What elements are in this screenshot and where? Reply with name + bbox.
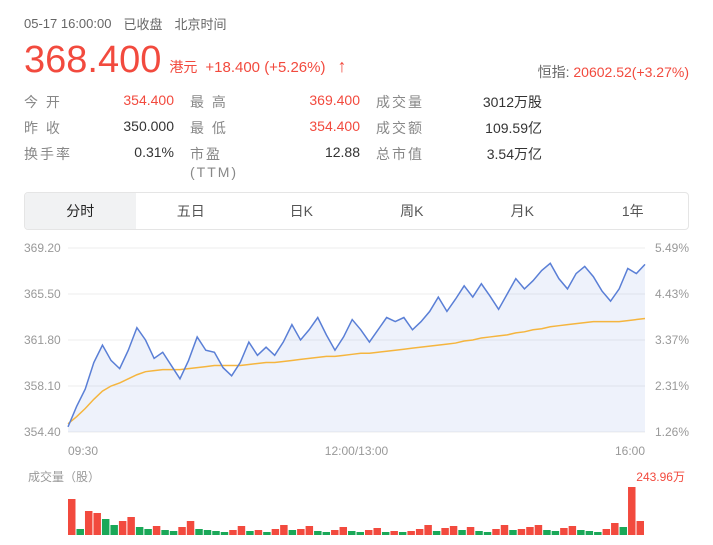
stats-grid: 今 开 354.400 最 高 369.400 成交量 3012万股昨 收 350.000 最… (24, 92, 689, 180)
stat-value: 369.400 (278, 92, 360, 112)
tab-1[interactable]: 五日 (136, 193, 247, 229)
stat-label: 换手率 (24, 144, 76, 180)
stat-label: 昨 收 (24, 118, 76, 138)
tab-5[interactable]: 1年 (578, 193, 689, 229)
datetime: 05-17 16:00:00 (24, 16, 111, 31)
tab-0[interactable]: 分时 (25, 193, 136, 229)
tab-3[interactable]: 周K (357, 193, 468, 229)
stat-value: 354.400 (278, 118, 360, 138)
tab-4[interactable]: 月K (467, 193, 578, 229)
volume-chart-svg (24, 487, 689, 535)
stat-value: 3012万股 (452, 92, 542, 112)
up-arrow-icon: ↑ (337, 56, 346, 77)
stat-value: 350.000 (92, 118, 174, 138)
stat-label: 成交量 (376, 92, 436, 112)
volume-label: 成交量（股） (28, 468, 100, 485)
stat-value: 0.31% (92, 144, 174, 180)
market-status-row: 05-17 16:00:00 已收盘 北京时间 (24, 14, 689, 33)
stat-value: 354.400 (92, 92, 174, 112)
index-label: 恒指: (538, 64, 570, 80)
stat-label: 最 高 (190, 92, 262, 112)
price-chart-svg (24, 240, 689, 440)
x-axis: 09:3012:00/13:0016:00 (24, 444, 689, 458)
tab-2[interactable]: 日K (246, 193, 357, 229)
stat-label: 成交额 (376, 118, 436, 138)
timeframe-tabs: 分时五日日K周K月K1年 (24, 192, 689, 230)
currency: 港元 (169, 57, 197, 77)
stat-label: 总市值 (376, 144, 436, 180)
last-price: 368.400 (24, 39, 161, 82)
timezone: 北京时间 (174, 14, 226, 33)
stat-label: 今 开 (24, 92, 76, 112)
stat-value: 109.59亿 (452, 118, 542, 138)
index-block: 恒指: 20602.52(+3.27%) (538, 62, 689, 82)
volume-max: 243.96万 (636, 468, 685, 485)
market-status: 已收盘 (123, 14, 162, 33)
stat-value: 3.54万亿 (452, 144, 542, 180)
stat-label: 市盈(TTM) (190, 144, 262, 180)
price-chart[interactable]: 369.20365.50361.80358.10354.40 5.49%4.43… (24, 240, 689, 440)
index-value: 20602.52(+3.27%) (573, 64, 689, 80)
stat-label: 最 低 (190, 118, 262, 138)
volume-chart[interactable] (24, 487, 689, 535)
price-block: 368.400 港元 +18.400 (+5.26%) ↑ (24, 39, 346, 82)
stat-value: 12.88 (278, 144, 360, 180)
price-change: +18.400 (+5.26%) (205, 59, 325, 76)
